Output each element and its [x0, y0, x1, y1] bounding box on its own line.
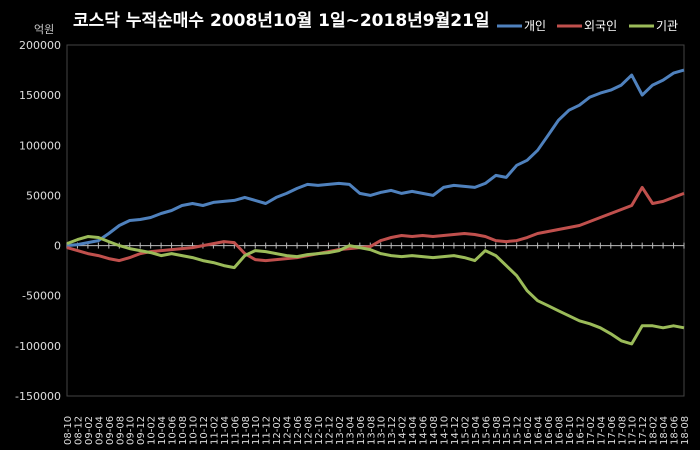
x-tick-label: 15-12 — [513, 416, 524, 445]
x-tick-label: 09-12 — [136, 416, 147, 445]
x-tick-label: 11-06 — [230, 416, 241, 445]
x-tick-label: 10-12 — [199, 416, 210, 445]
x-tick-label: 15-02 — [460, 416, 471, 445]
y-tick-label: -100000 — [15, 340, 61, 353]
legend-label-0: 개인 — [524, 19, 546, 33]
x-tick-label: 11-08 — [241, 416, 252, 445]
y-tick-label: -50000 — [22, 290, 61, 303]
x-tick-label: 15-04 — [471, 416, 482, 445]
x-tick-label: 13-10 — [377, 416, 388, 445]
x-tick-label: 10-02 — [147, 416, 158, 445]
y-axis: 200000 150000 100000 50000 0 -50000 -100000 -15… — [15, 39, 61, 403]
x-tick-label: 10-04 — [157, 416, 168, 445]
y-tick-label: 200000 — [19, 39, 61, 52]
x-tick-label: 16-08 — [555, 416, 566, 445]
x-tick-label: 16-10 — [565, 416, 576, 445]
x-tick-label: 09-06 — [105, 416, 116, 445]
x-tick-label: 18-06 — [670, 416, 681, 445]
x-tick-label: 09-08 — [115, 416, 126, 445]
x-tick-label: 12-04 — [283, 416, 294, 445]
x-tick-label: 17-02 — [586, 416, 597, 445]
x-tick-label: 17-04 — [596, 416, 607, 445]
x-tick-label: 17-08 — [617, 416, 628, 445]
x-tick-label: 11-10 — [251, 416, 262, 445]
x-tick-label: 14-12 — [450, 416, 461, 445]
legend: 개인 외국인 기관 — [497, 19, 678, 33]
y-tick-label: 0 — [54, 240, 61, 253]
x-tick-label: 12-12 — [324, 416, 335, 445]
x-tick-label: 15-06 — [481, 416, 492, 445]
x-tick-label: 14-10 — [439, 416, 450, 445]
x-tick-label: 15-10 — [502, 416, 513, 445]
y-tick-label: 50000 — [26, 189, 61, 202]
x-tick-labels: 08-10 08-12 09-02 09-04 09-06 09-08 09-10 09-12… — [63, 416, 691, 445]
x-tick-label: 08-12 — [73, 416, 84, 445]
x-tick-label: 17-06 — [607, 416, 618, 445]
x-tick-label: 12-10 — [314, 416, 325, 445]
x-tick-label: 16-04 — [534, 416, 545, 445]
x-tick-label: 12-08 — [304, 416, 315, 445]
y-axis-unit: 억원 — [34, 23, 54, 36]
x-tick-label: 14-06 — [419, 416, 430, 445]
series-line-1 — [66, 185, 685, 263]
series-line-0 — [66, 68, 685, 248]
x-tick-label: 16-12 — [575, 416, 586, 445]
x-tick-label: 14-08 — [429, 416, 440, 445]
x-tick-label: 16-06 — [544, 416, 555, 445]
x-tick-label: 09-04 — [94, 416, 105, 445]
series-line-2 — [66, 235, 685, 346]
x-tick-label: 17-10 — [628, 416, 639, 445]
x-tick-label: 13-04 — [345, 416, 356, 445]
x-tick-label: 09-02 — [84, 416, 95, 445]
x-tick-label: 18-02 — [649, 416, 660, 445]
chart-title: 코스닥 누적순매수 2008년10월 1일~2018년9월21일 — [73, 11, 490, 31]
x-tick-label: 13-02 — [335, 416, 346, 445]
legend-label-2: 기관 — [656, 19, 678, 33]
x-tick-label: 11-12 — [262, 416, 273, 445]
x-tick-label: 13-12 — [387, 416, 398, 445]
x-tick-label: 10-08 — [178, 416, 189, 445]
x-tick-label: 09-10 — [126, 416, 137, 445]
x-tick-label: 14-04 — [408, 416, 419, 445]
y-tick-label: -150000 — [15, 390, 61, 403]
x-tick-label: 15-08 — [492, 416, 503, 445]
x-tick-label: 17-12 — [638, 416, 649, 445]
x-tick-label: 13-08 — [366, 416, 377, 445]
series-lines — [66, 68, 685, 346]
y-tick-label: 100000 — [19, 139, 61, 152]
x-tick-label: 10-10 — [188, 416, 199, 445]
x-tick-label: 18-08 — [680, 416, 691, 445]
legend-label-1: 외국인 — [584, 19, 617, 33]
x-tick-label: 16-02 — [523, 416, 534, 445]
x-tick-label: 18-04 — [659, 416, 670, 445]
x-tick-label: 14-02 — [398, 416, 409, 445]
x-tick-label: 11-02 — [209, 416, 220, 445]
x-tick-label: 12-02 — [272, 416, 283, 445]
x-tick-label: 12-06 — [293, 416, 304, 445]
x-tick-label: 10-06 — [168, 416, 179, 445]
x-tick-label: 08-10 — [63, 416, 74, 445]
y-tick-label: 150000 — [19, 89, 61, 102]
x-tick-label: 13-06 — [356, 416, 367, 445]
x-tick-label: 11-04 — [220, 416, 231, 445]
